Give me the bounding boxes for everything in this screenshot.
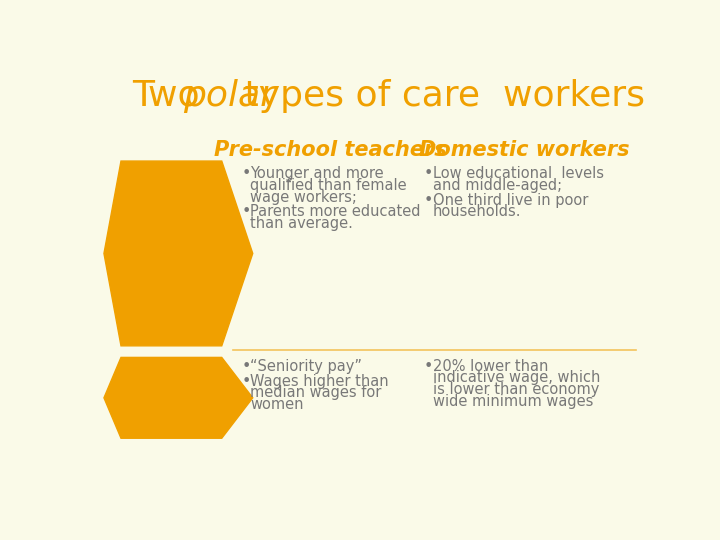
Text: indicative wage, which: indicative wage, which (433, 370, 600, 386)
Text: •: • (241, 204, 251, 219)
Text: wage workers;: wage workers; (251, 190, 357, 205)
Text: 20% lower than: 20% lower than (433, 359, 548, 374)
Text: Socio
demographic
charac-
teristics: Socio demographic charac- teristics (107, 219, 210, 288)
Text: Low educational  levels: Low educational levels (433, 166, 603, 181)
Text: •: • (241, 166, 251, 181)
Text: polar: polar (183, 79, 275, 113)
Text: Wages: Wages (130, 388, 186, 403)
Text: Pre-school teachers: Pre-school teachers (214, 139, 446, 159)
Text: •: • (423, 359, 433, 374)
Text: •: • (423, 193, 433, 207)
Text: Parents more educated: Parents more educated (251, 204, 421, 219)
Text: •: • (423, 166, 433, 181)
Text: median wages for: median wages for (251, 385, 382, 400)
Text: “Seniority pay”: “Seniority pay” (251, 359, 362, 374)
Polygon shape (104, 357, 253, 438)
Text: households.: households. (433, 204, 521, 219)
Text: Wages higher than: Wages higher than (251, 374, 389, 389)
Text: wide minimum wages: wide minimum wages (433, 394, 593, 409)
Text: and middle-aged;: and middle-aged; (433, 178, 562, 193)
Text: One third live in poor: One third live in poor (433, 193, 588, 207)
Text: is lower than economy: is lower than economy (433, 382, 599, 397)
Text: •: • (241, 374, 251, 389)
Text: Younger and more: Younger and more (251, 166, 384, 181)
Text: Domestic workers: Domestic workers (419, 139, 629, 159)
Text: qualified than female: qualified than female (251, 178, 407, 193)
Text: Two: Two (132, 79, 212, 113)
Polygon shape (104, 161, 253, 346)
Text: types of care  workers: types of care workers (233, 79, 645, 113)
Text: •: • (241, 359, 251, 374)
Text: than average.: than average. (251, 215, 354, 231)
Text: women: women (251, 397, 304, 411)
